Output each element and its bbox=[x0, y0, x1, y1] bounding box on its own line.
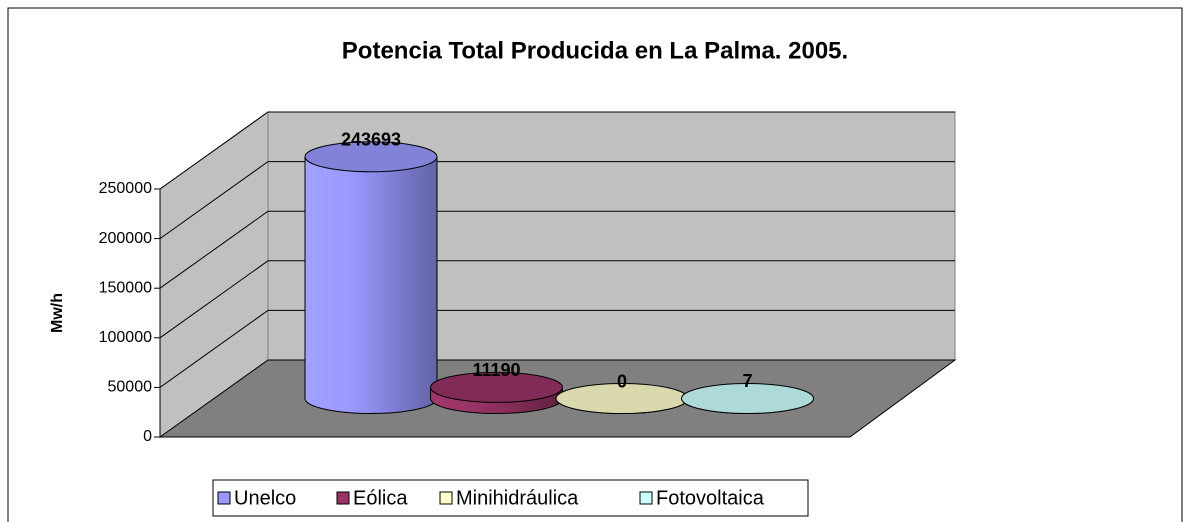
grid-line bbox=[159, 111, 955, 190]
y-tick-label: 150000 bbox=[99, 279, 152, 296]
legend-box bbox=[212, 479, 809, 517]
y-tick-label: 200000 bbox=[99, 230, 152, 247]
grid-line bbox=[159, 161, 955, 240]
legend-label: Unelco bbox=[234, 487, 296, 509]
y-tick-label: 0 bbox=[143, 428, 152, 445]
cylinder-top bbox=[430, 371, 563, 403]
grid-line bbox=[159, 210, 955, 289]
y-tick-label: 50000 bbox=[108, 379, 153, 396]
legend-swatch bbox=[217, 491, 231, 505]
data-label: 7 bbox=[742, 371, 752, 391]
data-label: 11190 bbox=[472, 360, 520, 380]
chart-title: Potencia Total Producida en La Palma. 20… bbox=[342, 37, 848, 64]
cylinder-top bbox=[304, 141, 438, 173]
y-tick-label: 100000 bbox=[99, 329, 152, 346]
legend-swatch bbox=[439, 491, 453, 505]
legend-label: Eólica bbox=[353, 487, 408, 509]
grid-line bbox=[159, 260, 955, 339]
cylinder-body bbox=[304, 156, 438, 414]
y-tick-label: 250000 bbox=[99, 180, 152, 197]
legend-label: Minihidráulica bbox=[456, 487, 579, 509]
y-axis-label: Mw/h bbox=[49, 293, 66, 333]
grid-line bbox=[159, 309, 955, 388]
legend-swatch bbox=[639, 491, 653, 505]
data-label: 243693 bbox=[341, 130, 401, 150]
legend-label: Fotovoltaica bbox=[656, 487, 765, 509]
legend-swatch bbox=[336, 491, 350, 505]
data-label: 0 bbox=[617, 371, 627, 391]
cylinder-top bbox=[681, 382, 814, 414]
